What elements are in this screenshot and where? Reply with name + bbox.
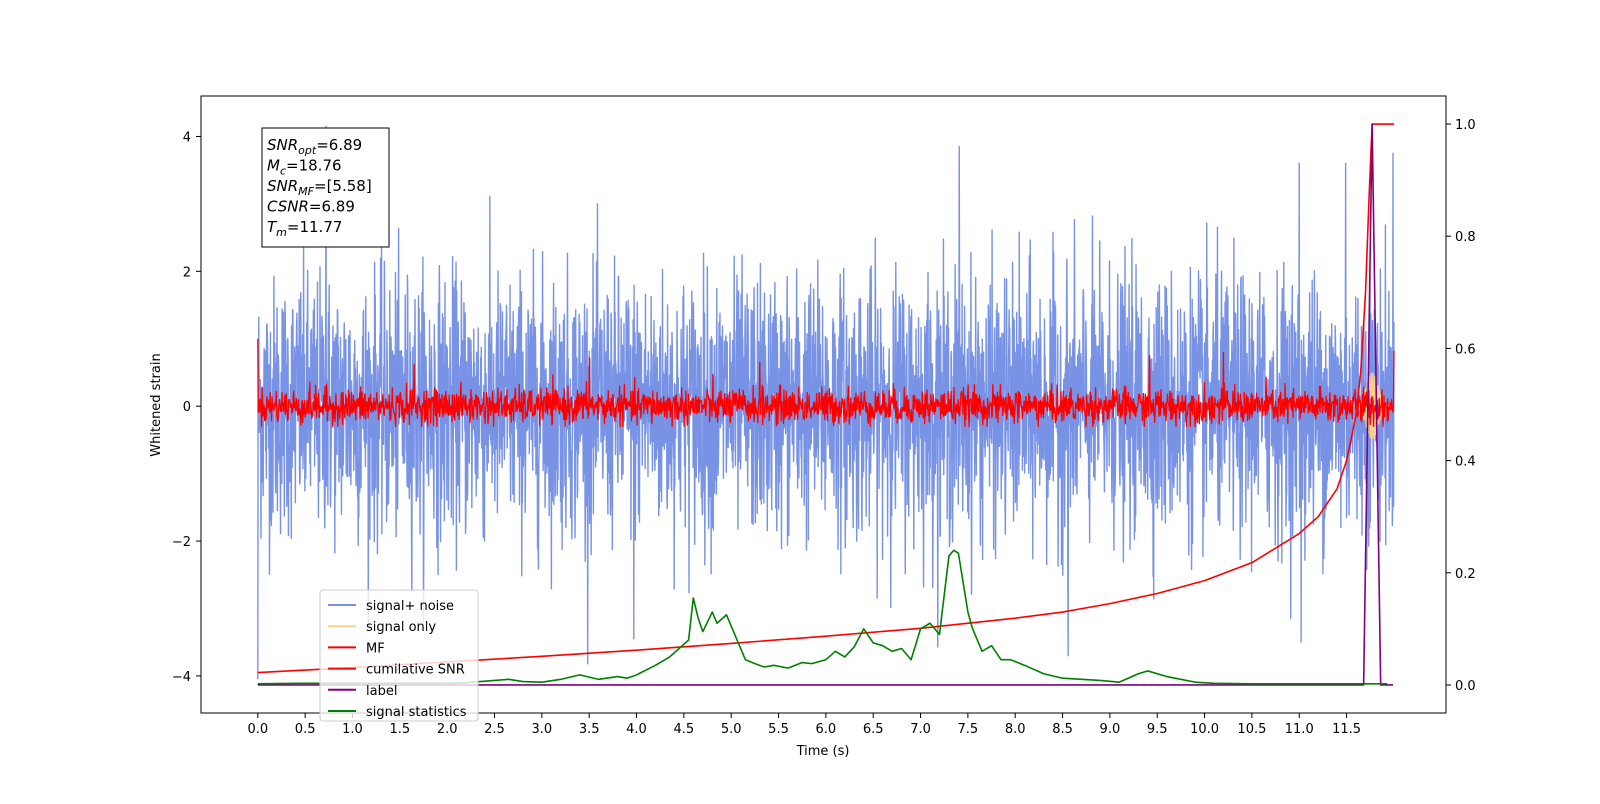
y-tick-label: 2 [183, 265, 191, 280]
y-tick-label-right: 0.4 [1455, 455, 1476, 470]
y-tick-label: −4 [172, 670, 191, 685]
x-tick-label: 6.5 [863, 722, 884, 737]
legend-label: cumilative SNR [366, 663, 465, 678]
x-tick-label: 7.0 [910, 722, 931, 737]
x-tick-label: 10.5 [1237, 722, 1266, 737]
legend-label: label [366, 684, 397, 699]
info-subscript: opt [298, 144, 317, 157]
legend-label: signal+ noise [366, 599, 454, 614]
y-tick-label-right: 0.6 [1455, 342, 1476, 357]
x-tick-label: 3.5 [579, 722, 600, 737]
info-box: SNRopt=6.89Mc=18.76SNRMF=[5.58]CSNR=6.89… [261, 127, 390, 248]
y-tick-label-right: 0.8 [1455, 230, 1476, 245]
info-line: SNRMF=[5.58] [267, 177, 372, 198]
info-line: Mc=18.76 [267, 157, 342, 178]
x-tick-label: 8.5 [1052, 722, 1073, 737]
x-tick-label: 1.5 [389, 722, 410, 737]
x-axis-label: Time (s) [796, 744, 850, 759]
legend-label: signal only [366, 620, 436, 635]
info-value: =18.76 [286, 157, 342, 175]
x-tick-label: 4.5 [674, 722, 695, 737]
plot-frame [200, 95, 1447, 714]
info-value: =[5.58] [314, 177, 372, 195]
series-label [257, 123, 1393, 686]
info-symbol: M [267, 157, 280, 175]
y-tick-label: 0 [183, 400, 191, 415]
x-tick-label: 2.5 [484, 722, 505, 737]
x-tick-label: 6.0 [816, 722, 837, 737]
x-tick-label: 7.5 [958, 722, 979, 737]
info-symbol: SNR [267, 136, 298, 154]
series-signal-statistics [257, 549, 1388, 685]
info-value: =6.89 [316, 136, 362, 154]
x-tick-label: 5.5 [768, 722, 789, 737]
x-tick-label: 0.5 [295, 722, 316, 737]
x-tick-label: 1.0 [342, 722, 363, 737]
info-box-frame [261, 127, 390, 248]
x-tick-label: 3.0 [531, 722, 552, 737]
x-tick-label: 9.0 [1100, 722, 1121, 737]
legend-frame [319, 589, 479, 722]
legend-label: MF [366, 641, 385, 656]
x-tick-label: 11.5 [1332, 722, 1361, 737]
info-line: Tm=11.77 [267, 218, 342, 239]
series-cumilative-snr [257, 123, 1394, 674]
series-layer [257, 123, 1395, 686]
x-tick-label: 2.0 [437, 722, 458, 737]
y-tick-label-right: 0.0 [1455, 679, 1476, 694]
y-tick-label-right: 1.0 [1455, 118, 1476, 133]
legend-label: signal statistics [366, 705, 467, 720]
y-tick-label: −2 [172, 535, 191, 550]
info-line: SNRopt=6.89 [267, 136, 362, 157]
y-axis-label: Whitened strain [149, 353, 164, 456]
x-tick-label: 8.0 [1005, 722, 1026, 737]
x-tick-label: 9.5 [1147, 722, 1168, 737]
x-tick-label: 11.0 [1285, 722, 1314, 737]
info-subscript: MF [298, 185, 314, 198]
x-tick-label: 0.0 [247, 722, 268, 737]
x-tick-label: 4.0 [626, 722, 647, 737]
info-value: =6.89 [309, 198, 355, 216]
info-symbol: T [267, 218, 278, 236]
info-subscript: m [276, 226, 287, 239]
series-mf [257, 338, 1395, 428]
info-symbol: SNR [267, 177, 298, 195]
legend: signal+ noise signal only MF cumilative SNR… [319, 589, 479, 722]
info-subscript: c [280, 165, 286, 178]
x-tick-label: 5.0 [721, 722, 742, 737]
info-symbol: CSNR [267, 198, 309, 216]
y-tick-label: 4 [183, 130, 191, 145]
series-signal-noise [257, 125, 1395, 680]
info-value: =11.77 [287, 218, 343, 236]
x-tick-label: 10.0 [1190, 722, 1219, 737]
y-tick-label-right: 0.2 [1455, 567, 1476, 582]
axes-layer: 0.0 0.5 1.0 1.5 2.0 2.5 3.0 3.5 4.0 4.5 5.0 5.5 6.0 6… [172, 118, 1476, 737]
info-line: CSNR=6.89 [267, 198, 355, 216]
